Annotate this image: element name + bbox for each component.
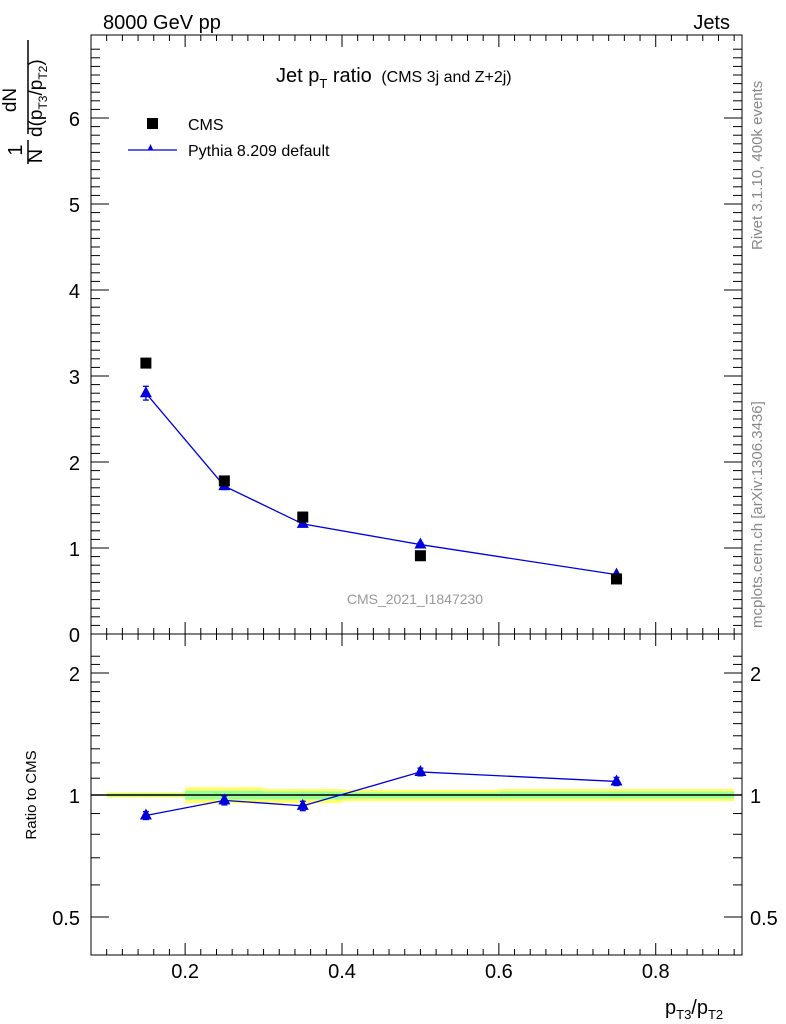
legend-data-label: CMS	[188, 117, 224, 134]
x-axis-label: pT3/pT2	[665, 997, 723, 1022]
ratio-y-tick-label: 1	[69, 786, 80, 808]
main-y-tick-label: 6	[69, 109, 80, 131]
cms-point	[414, 550, 426, 562]
header-right: Jets	[693, 12, 730, 34]
svg-text:dN: dN	[0, 88, 21, 112]
ratio-y-axis-label: Ratio to CMS	[23, 750, 40, 839]
mc-point-ratio	[610, 774, 623, 786]
main-y-tick-label: 4	[69, 281, 80, 303]
mc-point-main	[414, 537, 427, 549]
ratio-y-tick-label-right: 2	[750, 664, 761, 686]
mc-point-ratio	[218, 793, 231, 805]
x-tick-labels: 0.2 0.4 0.6 0.8	[171, 961, 669, 983]
mc-line-main	[145, 392, 617, 576]
axis-ticks	[90, 35, 742, 955]
ratio-y-tick-label-right: 1	[750, 786, 761, 808]
cms-point	[140, 357, 152, 369]
legend-mc-label: Pythia 8.209 default	[188, 143, 330, 160]
cms-point	[297, 511, 309, 523]
chart-title: Jet pT ratio (CMS 3j and Z+2j)	[276, 65, 512, 91]
ratio-y-tick-label: 2	[69, 664, 80, 686]
ratio-y-tick-labels: 0.5 0.5 1 1 2 2	[52, 664, 778, 930]
main-y-tick-label: 2	[69, 453, 80, 475]
series-layer	[139, 357, 623, 821]
ratio-y-tick-label-right: 0.5	[750, 908, 778, 930]
mc-point-ratio	[414, 764, 427, 776]
rivet-label: Rivet 3.1.10, 400k events	[749, 81, 766, 250]
mc-point-ratio	[139, 808, 152, 820]
main-y-tick-label: 3	[69, 367, 80, 389]
svg-text:N: N	[25, 149, 47, 163]
ratio-y-tick-label: 0.5	[52, 908, 80, 930]
mc-point-ratio	[296, 798, 309, 810]
svg-text:1: 1	[5, 144, 27, 155]
x-tick-label: 0.4	[328, 961, 356, 983]
main-y-tick-label: 5	[69, 195, 80, 217]
legend: CMS Pythia 8.209 default	[128, 117, 330, 160]
cms-point	[218, 475, 230, 487]
legend-mc-marker	[147, 144, 154, 151]
x-tick-label: 0.8	[642, 961, 670, 983]
cms-point	[611, 573, 623, 585]
svg-text:d(pT3/pT2): d(pT3/pT2)	[26, 59, 50, 137]
legend-data-marker	[147, 118, 158, 129]
analysis-watermark: CMS_2021_I1847230	[347, 591, 483, 607]
chart-title-note: (CMS 3j and Z+2j)	[381, 69, 511, 86]
x-tick-label: 0.2	[171, 961, 199, 983]
main-y-axis-label: 1 N dN d(pT3/pT2)	[0, 40, 50, 164]
header-left: 8000 GeV pp	[103, 12, 221, 34]
main-y-tick-label: 0	[69, 625, 80, 647]
x-tick-label: 0.6	[485, 961, 513, 983]
mc-point-main	[139, 386, 152, 398]
main-y-tick-label: 1	[69, 539, 80, 561]
mcplots-label: mcplots.cern.ch [arXiv:1306.3436]	[749, 401, 766, 628]
main-y-tick-labels: 0 1 2 3 4 5 6	[69, 109, 80, 647]
